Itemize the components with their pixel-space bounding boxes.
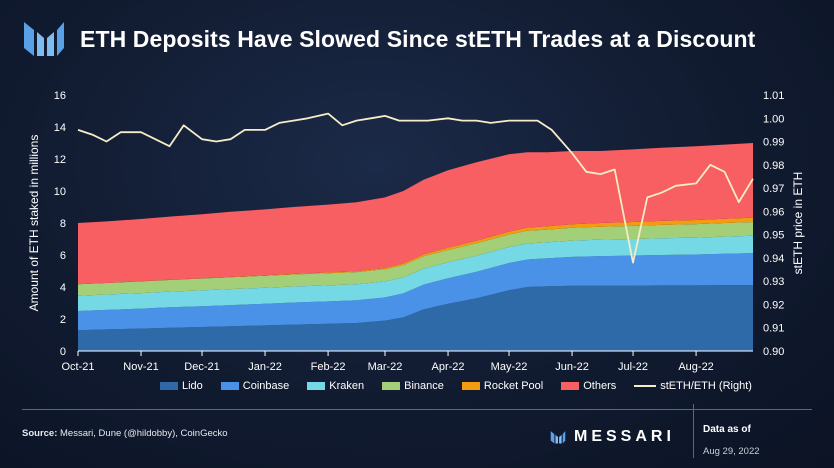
legend-item-others: Others: [561, 380, 616, 392]
chart-legend: Lido Coinbase Kraken Binance Rocket Pool…: [160, 380, 752, 392]
x-tick-label: Jan-22: [248, 361, 282, 373]
y-tick-label: 8: [60, 218, 66, 230]
y2-tick-label: 0.93: [763, 276, 784, 288]
x-tick-label: Jun-22: [555, 361, 589, 373]
y2-tick-label: 0.90: [763, 346, 784, 358]
x-tick-label: Jul-22: [618, 361, 648, 373]
legend-label-binance: Binance: [404, 380, 444, 392]
legend-swatch-binance: [382, 382, 401, 390]
area-series-kraken: [78, 235, 753, 311]
y2-axis-title: stETH price in ETH: [791, 172, 805, 275]
footer-divider: [22, 409, 812, 410]
area-series-lido: [78, 285, 753, 351]
x-tick-label: Mar-22: [368, 361, 403, 373]
y-tick-label: 12: [54, 154, 66, 166]
legend-item-binance: Binance: [382, 380, 444, 392]
legend-swatch-others: [561, 382, 580, 390]
legend-label-coinbase: Coinbase: [242, 380, 290, 392]
legend-label-rocketpool: Rocket Pool: [483, 380, 544, 392]
x-tick-label: Oct-21: [61, 361, 94, 373]
area-series-coinbase: [78, 253, 753, 331]
legend-swatch-lido: [160, 382, 178, 390]
legend-item-lido: Lido: [160, 380, 203, 392]
x-tick-label: Nov-21: [123, 361, 158, 373]
x-tick-label: May-22: [491, 361, 528, 373]
legend-swatch-kraken: [307, 382, 326, 390]
brand-name: MESSARI: [574, 428, 675, 445]
data-as-of-date: Aug 29, 2022: [703, 446, 760, 457]
legend-swatch-steth: [634, 385, 657, 387]
source-note: Source: Messari, Dune (@hildobby), CoinG…: [22, 428, 228, 439]
legend-label-steth: stETH/ETH (Right): [660, 380, 752, 392]
messari-logo-icon: [24, 22, 64, 56]
y2-tick-label: 0.92: [763, 299, 784, 311]
legend-item-rocketpool: Rocket Pool: [461, 380, 544, 392]
area-series-binance: [78, 222, 753, 296]
y-axis-title: Amount of ETH staked in millions: [27, 135, 41, 312]
legend-swatch-coinbase: [220, 382, 239, 390]
y-tick-label: 6: [60, 250, 66, 262]
messari-small-logo-icon: [550, 431, 566, 444]
legend-item-coinbase: Coinbase: [220, 380, 290, 392]
y2-tick-label: 0.97: [763, 183, 784, 195]
y-tick-label: 0: [60, 346, 66, 358]
source-label: Source:: [22, 428, 58, 439]
x-tick-label: Feb-22: [311, 361, 346, 373]
data-as-of-label: Data as of: [703, 424, 751, 435]
y2-tick-label: 0.95: [763, 230, 784, 242]
source-text: Messari, Dune (@hildobby), CoinGecko: [60, 428, 228, 439]
chart-area: 0 2 4 6 8 10 12 14 16 0.90 0.91 0.92 0.93 0.94 0.95 0.9…: [27, 90, 805, 373]
legend-label-others: Others: [583, 380, 617, 392]
legend-label-kraken: Kraken: [329, 380, 365, 392]
y-tick-label: 16: [54, 90, 66, 102]
y-tick-label: 4: [60, 282, 66, 294]
y2-tick-label: 1.01: [763, 90, 784, 102]
y2-tick-label: 0.99: [763, 137, 784, 149]
area-series-others: [78, 143, 753, 285]
legend-label-lido: Lido: [182, 380, 203, 392]
y2-tick-label: 0.96: [763, 206, 784, 218]
y2-tick-label: 0.94: [763, 253, 784, 265]
legend-swatch-rocketpool: [461, 382, 480, 390]
y2-tick-label: 1.00: [763, 113, 784, 125]
y-tick-label: 14: [54, 122, 66, 134]
x-tick-label: Aug-22: [678, 361, 713, 373]
footer-brand: MESSARI: [550, 428, 675, 446]
x-tick-label: Apr-22: [432, 361, 465, 373]
footer-vertical-divider: [693, 404, 694, 458]
y2-tick-label: 0.98: [763, 160, 784, 172]
y-tick-label: 2: [60, 314, 66, 326]
y2-tick-label: 0.91: [763, 323, 784, 335]
legend-item-kraken: Kraken: [307, 380, 364, 392]
area-series-rocket-pool: [78, 217, 753, 285]
legend-item-steth: stETH/ETH (Right): [634, 380, 752, 392]
x-tick-label: Dec-21: [184, 361, 219, 373]
steth-eth-line: [77, 112, 754, 264]
y-tick-label: 10: [54, 186, 66, 198]
chart-title: ETH Deposits Have Slowed Since stETH Tra…: [80, 26, 756, 52]
